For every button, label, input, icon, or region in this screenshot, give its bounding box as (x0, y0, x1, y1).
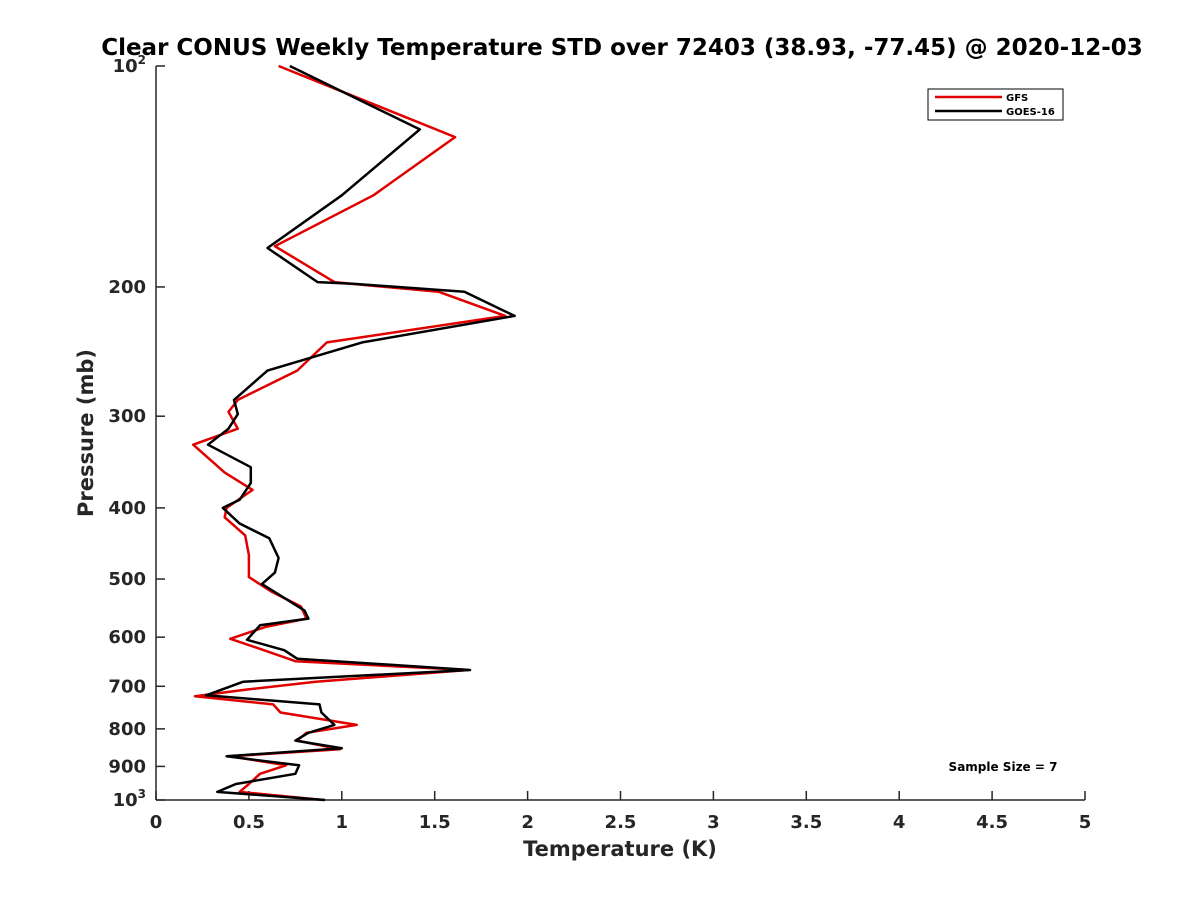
legend-box (927, 88, 1064, 121)
x-axis-label: Temperature (K) (523, 837, 717, 861)
x-tick-label: 5 (1079, 812, 1092, 833)
legend-label-goes16: GOES-16 (1006, 107, 1055, 118)
x-tick-label: 4.5 (976, 812, 1008, 833)
y-ticks: 102 200 300 400 500 600 700 800 900 103 (108, 53, 165, 811)
y-tick-label: 400 (108, 498, 146, 519)
x-tick-label: 4 (893, 812, 906, 833)
x-tick-label: 2 (521, 812, 534, 833)
plot-area (156, 66, 1085, 800)
x-tick-label: 0 (150, 812, 163, 833)
x-ticks: 0 0.5 1 1.5 2 2.5 3 3.5 4 4.5 5 (150, 791, 1092, 833)
y-tick-label: 700 (108, 676, 146, 697)
chart-title: Clear CONUS Weekly Temperature STD over … (101, 35, 1143, 61)
y-tick-label: 600 (108, 627, 146, 648)
y-tick-label: 900 (108, 756, 146, 777)
y-tick-label: 200 (108, 277, 146, 298)
y-axis-label: Pressure (mb) (74, 349, 98, 517)
y-tick-label: 102 (113, 53, 146, 77)
y-tick-label: 800 (108, 719, 146, 740)
legend: GFS GOES-16 (927, 88, 1064, 121)
legend-label-gfs: GFS (1006, 93, 1028, 104)
y-tick-label: 500 (108, 569, 146, 590)
y-tick-label: 300 (108, 406, 146, 427)
sample-size-annotation: Sample Size = 7 (949, 760, 1058, 774)
x-tick-label: 1 (336, 812, 349, 833)
x-tick-label: 1.5 (419, 812, 451, 833)
x-tick-label: 3.5 (790, 812, 822, 833)
series-lines (191, 64, 516, 802)
x-tick-label: 0.5 (233, 812, 265, 833)
x-tick-label: 2.5 (605, 812, 637, 833)
y-tick-label: 103 (113, 787, 146, 811)
series-line-goes16 (204, 64, 516, 802)
x-tick-label: 3 (707, 812, 720, 833)
